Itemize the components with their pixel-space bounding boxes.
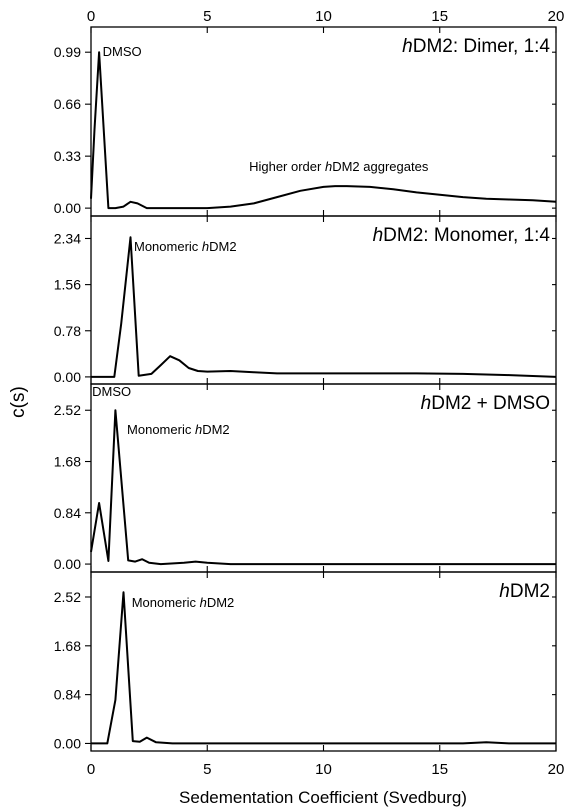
panel-4-title-part-1: DM2 bbox=[510, 581, 550, 602]
panel-1-y-tick-label: 0.33 bbox=[54, 148, 81, 164]
panel-3-annotation-2-part-2: DM2 bbox=[202, 422, 229, 437]
panel-3-title-part-1: DM2 + DMSO bbox=[431, 393, 550, 414]
panel-3-title-part-0: h bbox=[421, 393, 432, 414]
top-x-tick-label: 20 bbox=[548, 8, 565, 25]
panel-4-annotation-1: Monomeric hDM2 bbox=[132, 595, 235, 610]
panel-2-annotation-1: Monomeric hDM2 bbox=[134, 239, 237, 254]
panel-1-data-line bbox=[90, 51, 557, 210]
panel-2-title-part-0: h bbox=[373, 225, 384, 246]
panel-2-y-tick-label: 0.00 bbox=[54, 369, 81, 385]
panel-1-annotation-2-part-2: DM2 aggregates bbox=[332, 159, 429, 174]
panel-3-annotation-2-part-1: h bbox=[195, 422, 202, 437]
top-x-tick-label: 10 bbox=[315, 8, 332, 25]
y-axis-label: c(s) bbox=[8, 386, 29, 418]
top-x-tick-label: 15 bbox=[431, 8, 448, 25]
panel-4-y-tick-label: 2.52 bbox=[54, 589, 81, 605]
panel-4-annotation-1-part-1: h bbox=[200, 595, 207, 610]
panel-3-annotation-2-part-0: Monomeric bbox=[127, 422, 195, 437]
panel-2-annotation-1-part-0: Monomeric bbox=[134, 239, 202, 254]
panel-4-annotation-1-part-0: Monomeric bbox=[132, 595, 200, 610]
panel-4-y-tick-label: 0.84 bbox=[54, 687, 81, 703]
panel-4-annotation-1-part-2: DM2 bbox=[207, 595, 234, 610]
panel-2-annotation-1-part-2: DM2 bbox=[209, 239, 236, 254]
panel-1-annotation-2-part-0: Higher order bbox=[249, 159, 325, 174]
panel-2-annotation-1-part-1: h bbox=[202, 239, 209, 254]
panel-1-annotation-1-part-0: DMSO bbox=[103, 44, 142, 59]
panel-1-y-tick-label: 0.00 bbox=[54, 200, 81, 216]
panel-2-y-tick-label: 0.78 bbox=[54, 323, 81, 339]
panel-1-title: hDM2: Dimer, 1:4 bbox=[402, 36, 550, 57]
panel-2-y-tick-label: 2.34 bbox=[54, 230, 81, 246]
panel-4-data-line bbox=[91, 591, 556, 745]
x-axis-label: Sedementation Coefficient (Svedburg) bbox=[179, 788, 467, 807]
bottom-x-tick-label: 10 bbox=[315, 761, 332, 778]
panel-4-title-part-0: h bbox=[499, 581, 510, 602]
panel-1-title-part-0: h bbox=[402, 36, 413, 57]
panel-3-annotation-1-part-0: DMSO bbox=[92, 384, 131, 399]
panel-2-title-part-1: DM2: Monomer, 1:4 bbox=[383, 225, 550, 246]
panel-1-annotation-2: Higher order hDM2 aggregates bbox=[249, 159, 429, 174]
panel-1-y-tick-label: 0.99 bbox=[54, 44, 81, 60]
panel-4-title: hDM2 bbox=[499, 581, 550, 602]
panel-3-y-tick-label: 0.84 bbox=[54, 505, 81, 521]
panel-4-y-tick-label: 0.00 bbox=[54, 735, 81, 751]
panel-3-annotation-2: Monomeric hDM2 bbox=[127, 422, 230, 437]
panel-3-y-tick-label: 0.00 bbox=[54, 556, 81, 572]
panel-4-y-tick-label: 1.68 bbox=[54, 638, 81, 654]
panel-3-y-tick-label: 1.68 bbox=[54, 454, 81, 470]
top-x-axis: 0 5 10 15 20 bbox=[87, 8, 565, 25]
panel-2-title: hDM2: Monomer, 1:4 bbox=[373, 225, 551, 246]
top-x-tick-label: 0 bbox=[87, 8, 95, 25]
bottom-x-tick-label: 5 bbox=[203, 761, 211, 778]
bottom-x-axis: 0 5 10 15 20 bbox=[87, 761, 565, 778]
panel-2-y-tick-label: 1.56 bbox=[54, 277, 81, 293]
panel-1-y-tick-label: 0.66 bbox=[54, 96, 81, 112]
top-x-tick-label: 5 bbox=[203, 8, 211, 25]
panel-1-annotation-2-part-1: h bbox=[325, 159, 332, 174]
panel-3-annotation-1: DMSO bbox=[92, 384, 131, 399]
bottom-x-tick-label: 15 bbox=[431, 761, 448, 778]
panel-2-data-line bbox=[91, 236, 557, 378]
bottom-x-tick-label: 0 bbox=[87, 761, 95, 778]
panel-3-y-tick-label: 2.52 bbox=[54, 402, 81, 418]
panel-1-annotation-1: DMSO bbox=[103, 44, 142, 59]
panel-1-title-part-1: DM2: Dimer, 1:4 bbox=[413, 36, 551, 57]
panel-3-title: hDM2 + DMSO bbox=[421, 393, 550, 414]
panel-3-data-line bbox=[90, 409, 556, 566]
bottom-x-tick-label: 20 bbox=[548, 761, 565, 778]
